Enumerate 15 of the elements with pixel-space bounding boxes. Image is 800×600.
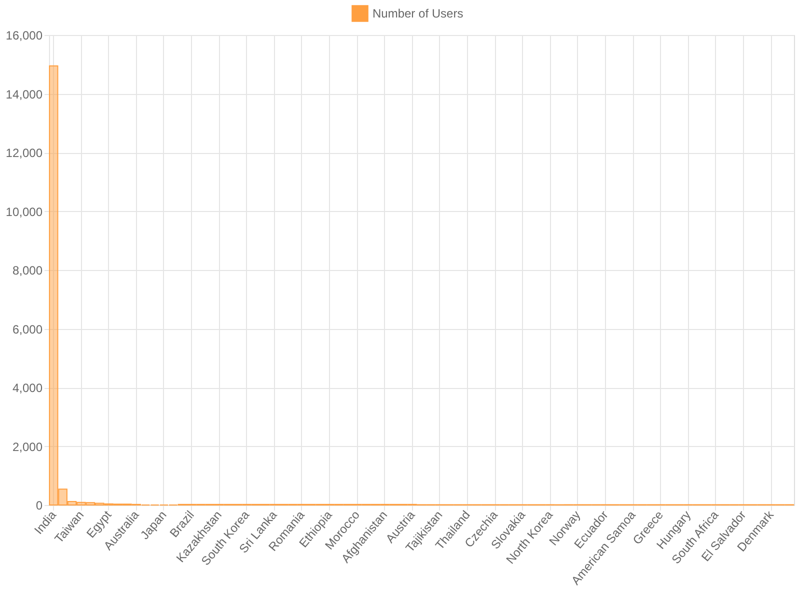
bar bbox=[86, 502, 96, 506]
y-tick-label: 14,000 bbox=[6, 87, 43, 102]
y-tick-label: 12,000 bbox=[6, 146, 43, 160]
y-tick-label: 6,000 bbox=[12, 322, 43, 336]
y-tick-label: 10,000 bbox=[6, 204, 43, 219]
y-tick-label: 4,000 bbox=[12, 381, 43, 395]
legend-label: Number of Users bbox=[372, 6, 464, 20]
bar bbox=[58, 488, 68, 506]
bar bbox=[48, 65, 58, 506]
y-tick-label: 8,000 bbox=[12, 264, 43, 278]
y-tick-label: 2,000 bbox=[12, 440, 43, 454]
bar bbox=[67, 500, 77, 506]
bar bbox=[76, 502, 86, 506]
y-tick-label: 16,000 bbox=[6, 28, 43, 42]
y-tick-label: 0 bbox=[36, 498, 43, 512]
